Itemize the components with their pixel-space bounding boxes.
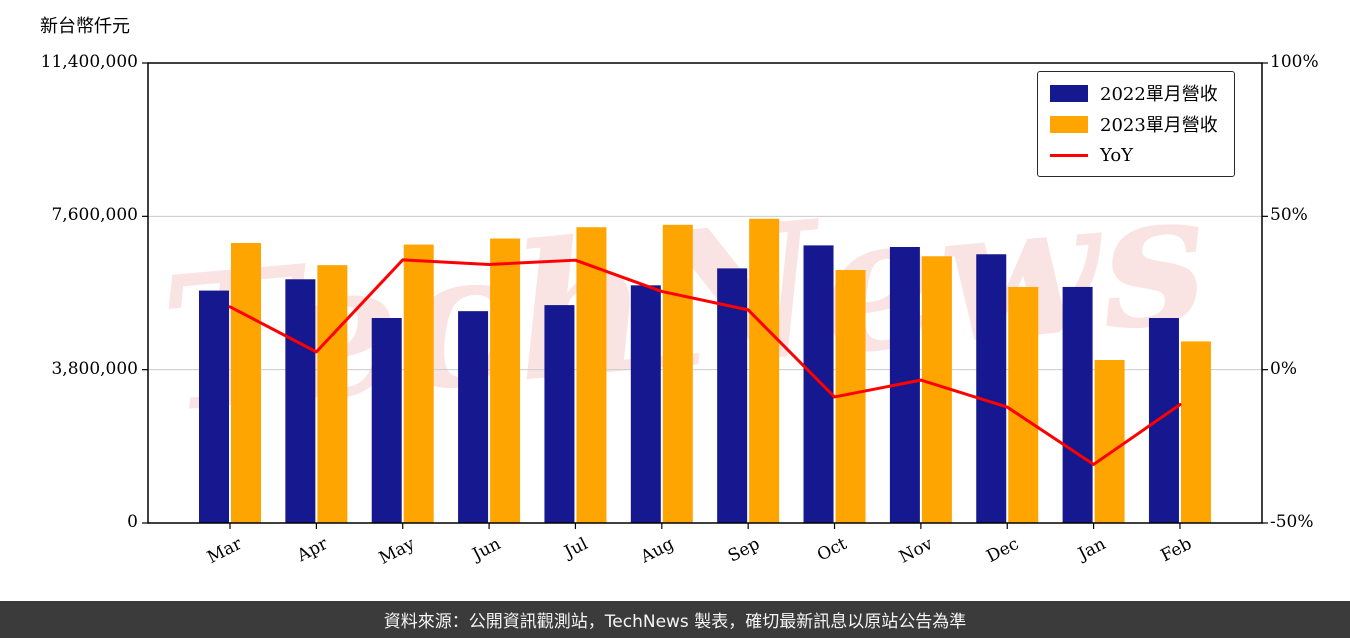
right-tick-0: 0% bbox=[1270, 359, 1297, 379]
x-tick-label: May bbox=[375, 534, 419, 569]
x-tick-label: Jun bbox=[469, 534, 505, 565]
legend-label-yoy: YoY bbox=[1100, 144, 1134, 166]
legend-label-2022: 2022單月營收 bbox=[1100, 84, 1218, 105]
left-tick-7600000: 7,600,000 bbox=[51, 205, 138, 225]
left-tick-3800000: 3,800,000 bbox=[51, 359, 138, 379]
left-tick-0: 0 bbox=[127, 512, 138, 532]
left-tick-11400000: 11,400,000 bbox=[40, 52, 138, 72]
right-tick-neg50: -50% bbox=[1270, 512, 1314, 532]
right-tick-50: 50% bbox=[1270, 205, 1308, 225]
x-tick-label: Nov bbox=[896, 534, 937, 568]
legend-item-2022: 2022單月營收 bbox=[1050, 80, 1218, 106]
x-tick-label: Feb bbox=[1157, 534, 1196, 567]
legend-item-2023: 2023單月營收 bbox=[1050, 111, 1218, 137]
legend-swatch-yoy-line bbox=[1050, 153, 1088, 157]
legend-label-2023: 2023單月營收 bbox=[1100, 115, 1218, 136]
legend-swatch-2022 bbox=[1050, 84, 1088, 102]
legend: 2022單月營收 2023單月營收 YoY bbox=[1037, 71, 1235, 177]
legend-swatch-2023 bbox=[1050, 115, 1088, 133]
footer-source-note: 資料來源：公開資訊觀測站，TechNews 製表，確切最新訊息以原站公告為準 bbox=[0, 601, 1350, 638]
x-tick-label: Jul bbox=[561, 534, 592, 563]
x-tick-label: Aug bbox=[637, 534, 678, 568]
x-tick-label: Sep bbox=[724, 534, 764, 567]
x-tick-label: Mar bbox=[204, 534, 246, 569]
x-tick-label: Jan bbox=[1075, 534, 1110, 565]
chart-plot-area bbox=[142, 62, 1268, 529]
y-axis-unit-label: 新台幣仟元 bbox=[40, 16, 130, 37]
x-tick-label: Dec bbox=[983, 534, 1023, 567]
legend-item-yoy: YoY bbox=[1050, 142, 1218, 168]
right-tick-100: 100% bbox=[1270, 52, 1319, 72]
x-tick-label: Oct bbox=[814, 534, 851, 566]
x-tick-label: Apr bbox=[294, 534, 332, 567]
